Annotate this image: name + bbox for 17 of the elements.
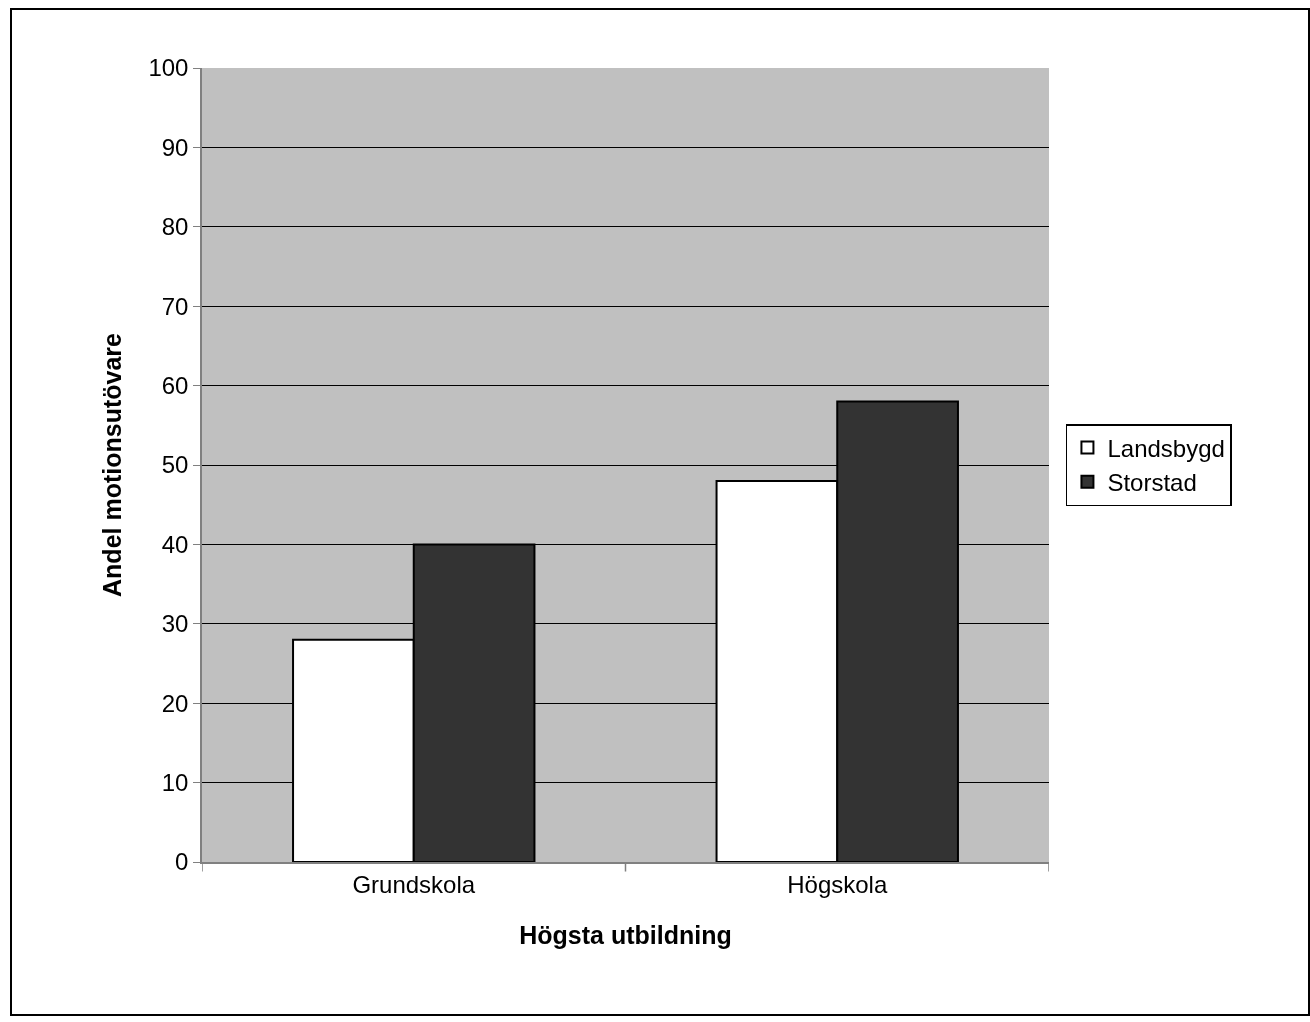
y-tick-label: 90 <box>161 133 189 161</box>
y-tick-label: 70 <box>161 292 189 320</box>
y-tick-label: 50 <box>161 451 189 479</box>
x-axis-title: Högsta utbildning <box>519 921 732 950</box>
y-tick-label: 10 <box>161 769 189 796</box>
y-tick-label: 100 <box>148 54 189 82</box>
y-tick-label: 20 <box>161 689 189 717</box>
x-tick-label: Grundskola <box>352 870 476 898</box>
y-tick-label: 80 <box>161 213 189 241</box>
y-tick-label: 40 <box>161 530 189 558</box>
y-tick-label: 60 <box>161 372 189 399</box>
legend-label: Storstad <box>1107 469 1197 497</box>
y-axis-title: Andel motionsutövare <box>97 332 126 597</box>
y-tick-label: 30 <box>161 610 189 638</box>
legend-label: Landsbygd <box>1107 434 1225 462</box>
y-tick-label: 0 <box>175 848 189 876</box>
x-tick-label: Högskola <box>787 870 888 898</box>
